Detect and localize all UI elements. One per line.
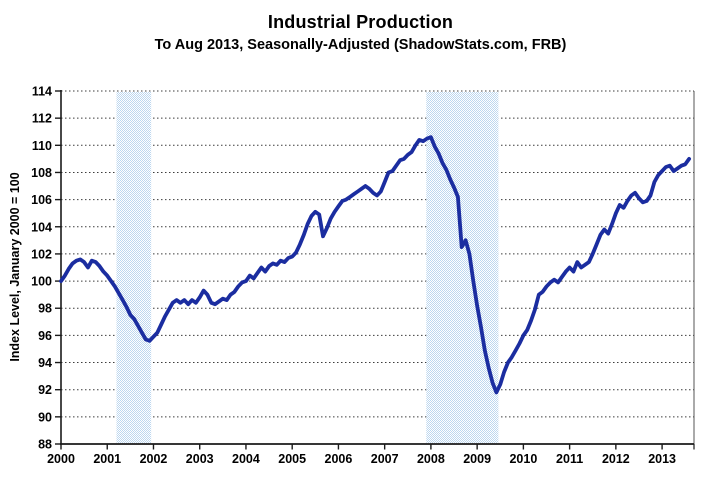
x-tick-label: 2009 xyxy=(463,452,491,466)
y-tick-label: 100 xyxy=(31,275,52,289)
y-tick-label: 92 xyxy=(38,383,52,397)
x-tick-label: 2004 xyxy=(232,452,260,466)
y-tick-label: 106 xyxy=(31,193,52,207)
x-tick-label: 2002 xyxy=(140,452,168,466)
y-tick-label: 102 xyxy=(31,247,52,261)
y-tick-label: 104 xyxy=(31,220,52,234)
x-tick-label: 2008 xyxy=(417,452,445,466)
y-tick-label: 98 xyxy=(38,302,52,316)
y-tick-label: 108 xyxy=(31,166,52,180)
y-tick-label: 88 xyxy=(38,438,52,452)
y-tick-label: 96 xyxy=(38,329,52,343)
y-tick-label: 110 xyxy=(32,139,52,153)
x-tick-label: 2011 xyxy=(556,452,583,466)
axes xyxy=(55,90,695,450)
chart-title: Industrial Production xyxy=(267,12,454,32)
x-tick-label: 2001 xyxy=(93,452,121,466)
recession-band xyxy=(116,92,152,443)
y-tick-label: 90 xyxy=(38,410,52,424)
y-tick-label: 94 xyxy=(38,356,52,370)
tick-labels: 88 90 92 94 96 98 100 102 104 106 108 110 112 114 2000… xyxy=(31,85,676,467)
industrial-production-line xyxy=(59,135,691,395)
x-tick-label: 2012 xyxy=(602,452,630,466)
x-tick-label: 2005 xyxy=(278,452,306,466)
x-tick-label: 2013 xyxy=(648,452,676,466)
recession-bands xyxy=(116,92,499,443)
x-tick-label: 2000 xyxy=(47,452,75,466)
chart-subtitle: To Aug 2013, Seasonally-Adjusted (Shadow… xyxy=(154,37,567,53)
recession-band xyxy=(426,92,499,443)
x-tick-label: 2010 xyxy=(509,452,537,466)
y-tick-label: 112 xyxy=(32,112,52,126)
x-tick-label: 2003 xyxy=(186,452,214,466)
y-tick-label: 114 xyxy=(32,85,52,99)
x-tick-label: 2007 xyxy=(371,452,399,466)
gridlines xyxy=(61,90,694,418)
x-tick-label: 2006 xyxy=(325,452,353,466)
